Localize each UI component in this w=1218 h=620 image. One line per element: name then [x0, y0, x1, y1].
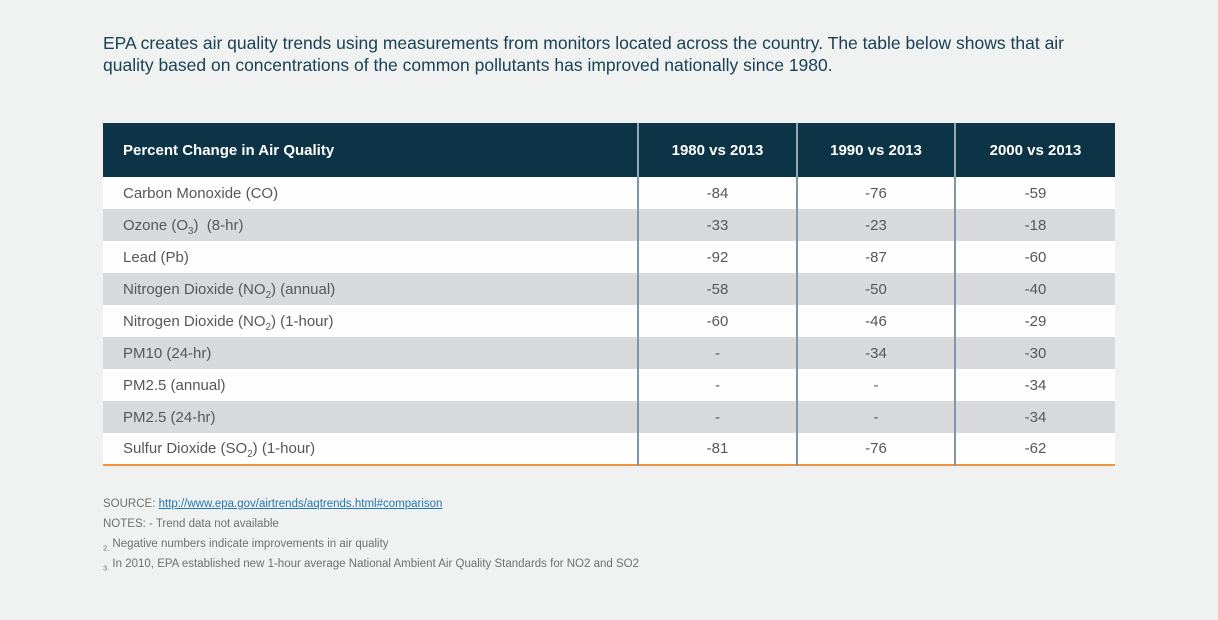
- row-value: -76: [796, 433, 955, 465]
- subscript: 2: [265, 289, 271, 301]
- table-row: PM2.5 (24-hr) - - -34: [103, 401, 1115, 433]
- row-value: -34: [954, 369, 1115, 401]
- row-value: -23: [796, 209, 955, 241]
- row-value: -30: [954, 337, 1115, 369]
- row-value: -62: [954, 433, 1115, 465]
- row-value: -60: [954, 241, 1115, 273]
- subscript: 2: [265, 321, 271, 333]
- row-value: -33: [637, 209, 797, 241]
- air-quality-table: Percent Change in Air Quality 1980 vs 201…: [103, 123, 1115, 466]
- subscript: 3.: [103, 563, 110, 573]
- row-label: Ozone (O3) (8-hr): [123, 216, 244, 237]
- table-title-header: Percent Change in Air Quality: [103, 123, 638, 177]
- note-line: NOTES: - Trend data not available: [103, 518, 279, 530]
- row-label: Sulfur Dioxide (SO2) (1-hour): [123, 440, 316, 460]
- row-value: -87: [796, 241, 955, 273]
- table-row: Nitrogen Dioxide (NO2) (annual) -58 -50 -40: [103, 273, 1115, 305]
- row-label: Nitrogen Dioxide (NO2) (1-hour): [123, 312, 334, 333]
- row-value: -34: [796, 337, 955, 369]
- source-label: SOURCE:: [103, 498, 156, 510]
- table-header-row: Percent Change in Air Quality 1980 vs 201…: [103, 123, 1115, 177]
- row-value: -60: [637, 305, 797, 337]
- subscript: 2.: [103, 543, 110, 553]
- table-row: PM2.5 (annual) - - -34: [103, 369, 1115, 401]
- subscript: 3: [188, 225, 194, 237]
- note-line: 2. Negative numbers indicate improvement…: [103, 538, 389, 553]
- notes-list: NOTES: - Trend data not available 2. Nega…: [103, 514, 1218, 574]
- row-value: -18: [954, 209, 1115, 241]
- page-content: EPA creates air quality trends using mea…: [103, 33, 1218, 574]
- table-row: Sulfur Dioxide (SO2) (1-hour) -81 -76 -62: [103, 433, 1115, 465]
- row-value: -: [637, 337, 797, 369]
- intro-text: EPA creates air quality trends using mea…: [103, 33, 1065, 75]
- row-value: -84: [637, 177, 797, 209]
- table-row: Lead (Pb) -92 -87 -60: [103, 241, 1115, 273]
- note-line: 3. In 2010, EPA established new 1-hour a…: [103, 558, 639, 573]
- row-value: -34: [954, 401, 1115, 433]
- column-header: 2000 vs 2013: [954, 123, 1115, 177]
- row-value: -: [796, 401, 955, 433]
- row-label: PM10 (24-hr): [123, 344, 212, 362]
- row-value: -58: [637, 273, 797, 305]
- table-row: Ozone (O3) (8-hr) -33 -23 -18: [103, 209, 1115, 241]
- table-row: Nitrogen Dioxide (NO2) (1-hour) -60 -46 -29: [103, 305, 1115, 337]
- row-value: -46: [796, 305, 955, 337]
- row-label: PM2.5 (24-hr): [123, 408, 216, 426]
- row-label: Carbon Monoxide (CO): [123, 184, 279, 202]
- row-value: -59: [954, 177, 1115, 209]
- row-value: -: [637, 369, 797, 401]
- row-value: -29: [954, 305, 1115, 337]
- row-value: -92: [637, 241, 797, 273]
- source-link[interactable]: http://www.epa.gov/airtrends/aqtrends.ht…: [158, 498, 443, 510]
- subscript: 2: [247, 449, 253, 460]
- column-header: 1980 vs 2013: [637, 123, 797, 177]
- column-header: 1990 vs 2013: [796, 123, 955, 177]
- row-value: -76: [796, 177, 955, 209]
- row-value: -50: [796, 273, 955, 305]
- row-value: -: [637, 401, 797, 433]
- row-value: -: [796, 369, 955, 401]
- table-row: PM10 (24-hr) - -34 -30: [103, 337, 1115, 369]
- footer-notes: SOURCE: http://www.epa.gov/airtrends/aqt…: [103, 494, 1218, 574]
- table-row: Carbon Monoxide (CO) -84 -76 -59: [103, 177, 1115, 209]
- row-value: -81: [637, 433, 797, 465]
- row-label: Lead (Pb): [123, 248, 189, 266]
- source-line: SOURCE: http://www.epa.gov/airtrends/aqt…: [103, 494, 1218, 514]
- row-value: -40: [954, 273, 1115, 305]
- row-label: Nitrogen Dioxide (NO2) (annual): [123, 280, 336, 301]
- row-label: PM2.5 (annual): [123, 376, 226, 394]
